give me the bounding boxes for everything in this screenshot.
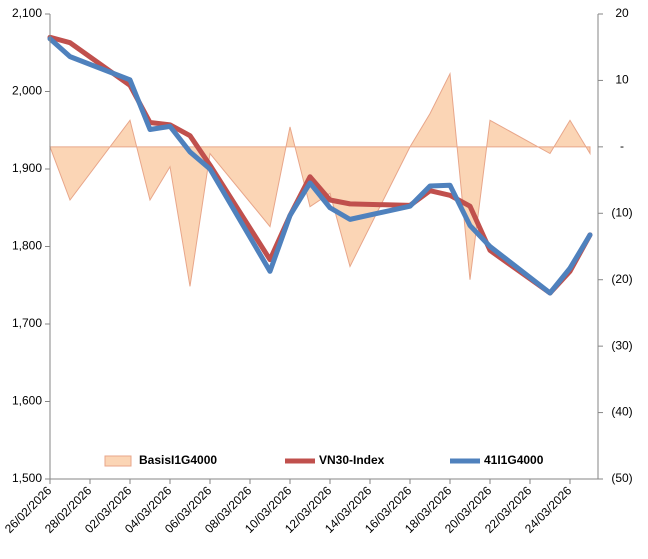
y2-tick-label: (40) [611,405,632,419]
legend-label: VN30-Index [319,453,385,467]
y2-tick-label: 20 [615,6,629,20]
y-tick-label: 2,000 [12,84,42,98]
legend-label: BasisI1G4000 [139,453,217,467]
legend-item: BasisI1G4000 [104,453,217,467]
y-tick-label: 1,600 [12,394,42,408]
y-tick-label: 1,500 [12,471,42,485]
y2-tick-label: 10 [615,73,629,87]
y2-tick-label: (10) [611,205,632,219]
y-tick-label: 2,100 [12,6,42,20]
y-tick-label: 1,800 [12,239,42,253]
legend-item: VN30-Index [285,453,385,467]
legend-item: 41I1G4000 [450,453,544,467]
y-tick-label: 1,700 [12,316,42,330]
area [49,72,591,287]
y2-tick-label: (50) [611,471,632,485]
y2-tick-label: (20) [611,272,632,286]
line [47,36,593,296]
legend-label: 41I1G4000 [484,453,544,467]
legend-swatch [104,455,132,467]
y-tick-label: 1,900 [12,161,42,175]
y2-tick-label: (30) [611,338,632,352]
y2-tick-label: - [620,139,624,153]
